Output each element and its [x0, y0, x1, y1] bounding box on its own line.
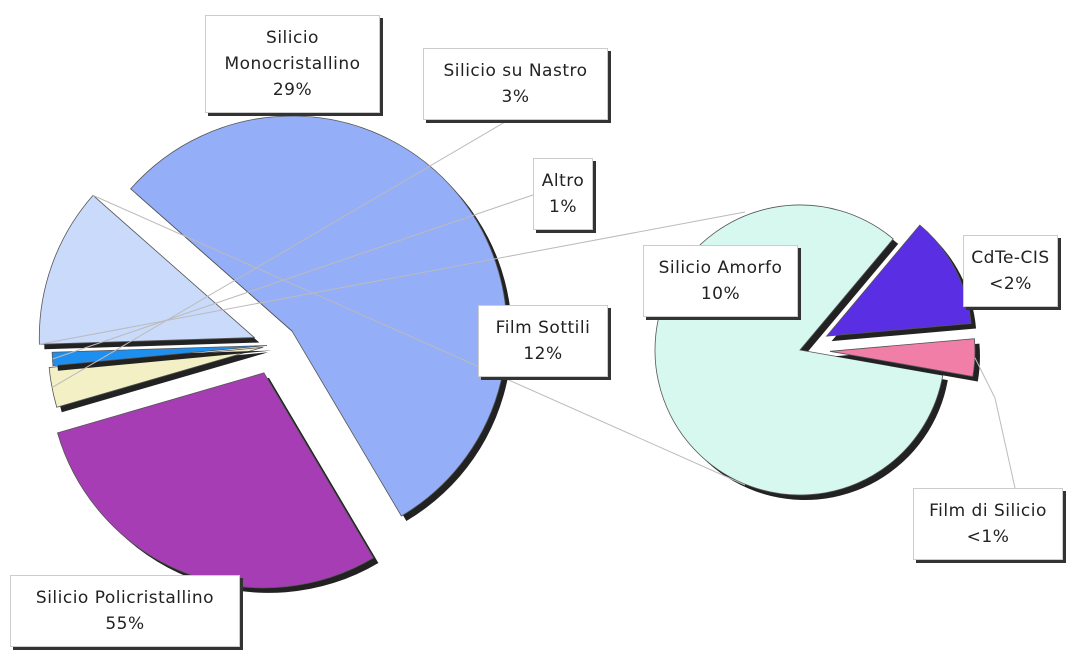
- slice: [825, 224, 972, 337]
- slice: [56, 372, 374, 589]
- category-name: Altro: [541, 171, 585, 191]
- category-name: Silicio Amorfo: [658, 258, 783, 278]
- category-name: Silicio Monocristallino: [224, 28, 361, 74]
- value-label: 10%: [700, 284, 741, 304]
- leader-line: [52, 194, 534, 360]
- category-name: Film di Silicio: [929, 501, 1047, 521]
- value-label: 55%: [105, 614, 145, 634]
- slice-label: Silicio su Nastro 3%: [423, 48, 608, 120]
- slice-label: Silicio Monocristallino 29%: [205, 15, 380, 113]
- leader-line: [974, 357, 1016, 489]
- value-label: <2%: [989, 274, 1032, 294]
- slice-shadow: [54, 352, 269, 413]
- slice: [130, 115, 508, 517]
- connector-line: [92, 194, 746, 486]
- slice: [38, 194, 256, 345]
- category-name: CdTe-CIS: [971, 248, 1050, 268]
- connector-line: [39, 211, 746, 345]
- leader-line: [51, 121, 506, 388]
- slice: [51, 345, 268, 367]
- slice-label: Silicio Amorfo 10%: [643, 245, 798, 317]
- value-label: 1%: [549, 197, 577, 217]
- value-label: 29%: [272, 80, 313, 100]
- category-name: Silicio su Nastro: [443, 61, 588, 81]
- category-name: Film Sottili: [495, 318, 591, 338]
- slice: [48, 346, 264, 408]
- slice-label: Film Sottili 12%: [478, 305, 608, 377]
- value-label: <1%: [966, 527, 1010, 547]
- slice-label: Film di Silicio <1%: [913, 488, 1063, 560]
- slice-shadow: [57, 350, 273, 371]
- slice-label: Silicio Policristallino 55%: [10, 575, 240, 647]
- category-name: Silicio Policristallino: [35, 588, 215, 608]
- value-label: 3%: [501, 87, 530, 107]
- slice-label: Altro 1%: [533, 158, 593, 230]
- slice-label: CdTe-CIS <2%: [963, 235, 1058, 307]
- value-label: 12%: [523, 344, 563, 364]
